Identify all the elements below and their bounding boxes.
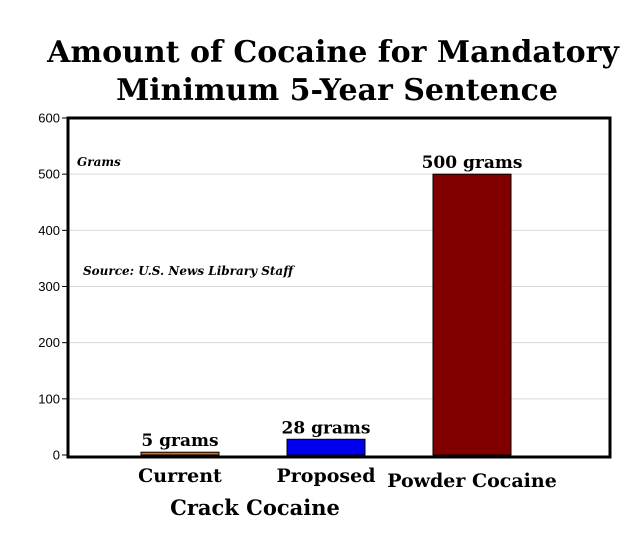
group-label: Crack Cocaine	[170, 495, 340, 520]
y-tick-label: 500	[38, 167, 60, 182]
category-label: Current	[138, 465, 222, 487]
gridlines	[62, 117, 610, 456]
data-label: 5 grams	[141, 431, 218, 451]
category-labels: Current Proposed Powder Cocaine	[138, 465, 557, 492]
category-label: Powder Cocaine	[387, 470, 557, 492]
data-labels: 5 grams 28 grams 500 grams	[141, 153, 522, 451]
y-tick-label: 200	[38, 335, 60, 350]
y-tick-label: 0	[53, 448, 60, 463]
bar-proposed	[286, 438, 366, 456]
y-tick-label: 400	[38, 223, 60, 238]
y-axis-label: Grams	[77, 155, 121, 169]
category-label: Proposed	[277, 465, 376, 487]
bar-powder-cocaine	[432, 173, 512, 456]
data-label: 500 grams	[422, 153, 523, 173]
chart-title-line-2: Minimum 5-Year Sentence	[116, 73, 558, 108]
data-label: 28 grams	[282, 418, 371, 438]
y-tick-labels: 0 100 200 300 400 500 600	[38, 111, 60, 463]
y-tick-label: 600	[38, 111, 60, 126]
chart-title-line-1: Amount of Cocaine for Mandatory	[46, 35, 620, 70]
bars	[140, 173, 512, 456]
y-tick-label: 100	[38, 391, 60, 406]
bar-current	[140, 451, 220, 456]
source-note: Source: U.S. News Library Staff	[83, 264, 295, 278]
plot-frame	[66, 116, 612, 459]
y-tick-label: 300	[38, 279, 60, 294]
